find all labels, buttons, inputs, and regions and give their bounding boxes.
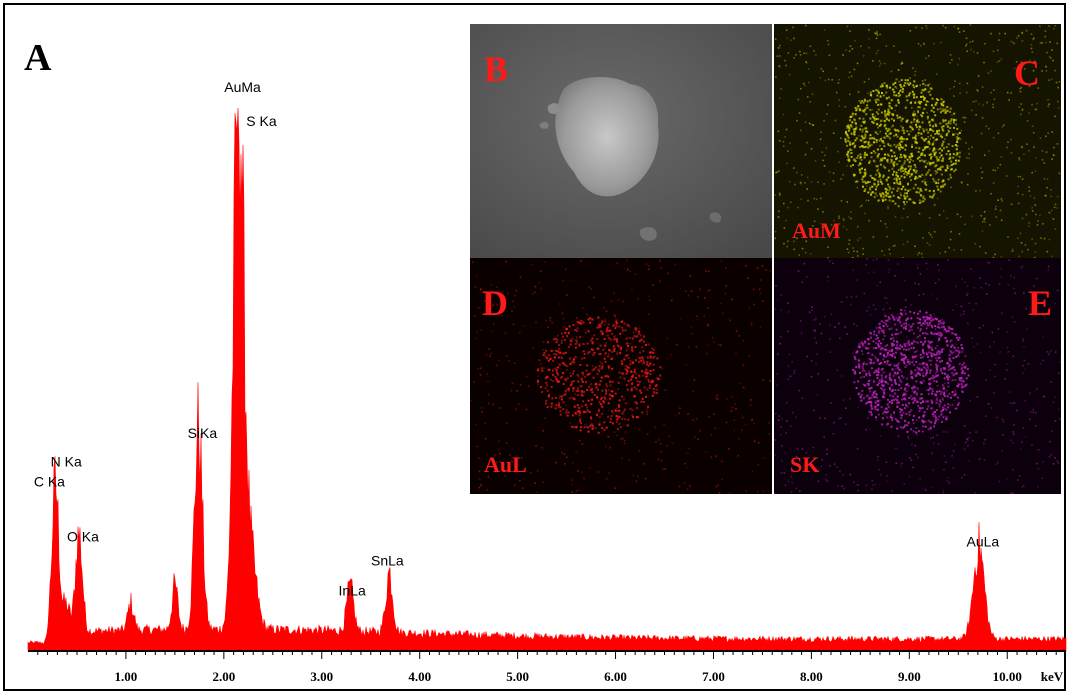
spectrum-area bbox=[27, 107, 1067, 652]
x-tick-label: 2.00 bbox=[212, 669, 235, 684]
figure-frame bbox=[3, 3, 1066, 691]
aul-map-graphic bbox=[470, 259, 771, 494]
peak-labels: C Ka N Ka O Ka SiKa AuMa S Ka InLa SnLa AuLa bbox=[34, 79, 1000, 599]
x-tick-label: 8.00 bbox=[800, 669, 823, 684]
peak-label: SiKa bbox=[188, 425, 218, 441]
peak-label: C Ka bbox=[34, 473, 65, 489]
panel-label-a: A bbox=[24, 37, 52, 79]
x-tick-label: 3.00 bbox=[310, 669, 333, 684]
sk-map-graphic bbox=[774, 258, 1061, 494]
panel-label-d: D bbox=[482, 283, 508, 323]
inset-aul-map: D AuL bbox=[470, 258, 772, 494]
panel-label-c: C bbox=[1014, 53, 1040, 93]
aum-map-graphic bbox=[774, 24, 1061, 258]
peak-label: InLa bbox=[339, 583, 366, 599]
peak-label: AuLa bbox=[966, 534, 999, 550]
inset-aum-map: C AuM bbox=[774, 24, 1061, 258]
x-tick-label: 9.00 bbox=[898, 669, 921, 684]
map-label-aul: AuL bbox=[484, 452, 527, 477]
map-label-aum: AuM bbox=[792, 218, 841, 243]
x-axis-ticks: 1.00 2.00 3.00 4.00 5.00 6.00 7.00 8.00 9.00 10.0… bbox=[37, 651, 1064, 684]
spectrum-trace bbox=[27, 107, 1067, 652]
x-tick-label: 10.00 bbox=[993, 669, 1022, 684]
peak-label: S Ka bbox=[246, 113, 277, 129]
x-axis-unit-label: keV bbox=[1041, 669, 1064, 684]
x-tick-label: 1.00 bbox=[115, 669, 138, 684]
inset-sem-image: B bbox=[470, 24, 772, 258]
x-tick-label: 6.00 bbox=[604, 669, 627, 684]
peak-label: O Ka bbox=[67, 528, 99, 544]
peak-label: SnLa bbox=[371, 552, 404, 568]
x-tick-label: 4.00 bbox=[408, 669, 431, 684]
panel-label-e: E bbox=[1028, 283, 1053, 323]
panel-label-b: B bbox=[484, 49, 509, 89]
sem-image-graphic bbox=[470, 24, 772, 258]
peak-label: AuMa bbox=[224, 79, 261, 95]
x-tick-label: 7.00 bbox=[702, 669, 725, 684]
x-tick-label: 5.00 bbox=[506, 669, 529, 684]
map-label-sk: SK bbox=[790, 452, 820, 477]
inset-sk-map: E SK bbox=[774, 258, 1061, 494]
peak-label: N Ka bbox=[51, 453, 82, 469]
